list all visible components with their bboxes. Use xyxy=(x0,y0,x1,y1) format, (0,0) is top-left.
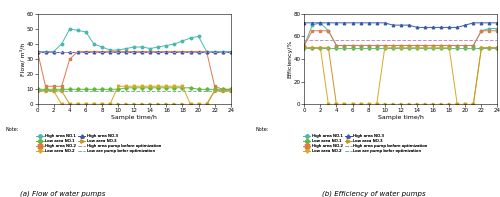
Y-axis label: Efficiency/%: Efficiency/% xyxy=(287,40,292,78)
Text: Note:: Note: xyxy=(255,127,268,132)
X-axis label: Sample time/h: Sample time/h xyxy=(378,115,424,120)
Legend: High area NO.1, Low area NO.1, High area NO.2, Low area NO.2, High area NO.3, Lo: High area NO.1, Low area NO.1, High area… xyxy=(36,134,162,154)
Text: Note:: Note: xyxy=(5,127,18,132)
Text: (a) Flow of water pumps: (a) Flow of water pumps xyxy=(20,190,105,197)
Text: (b) Efficiency of water pumps: (b) Efficiency of water pumps xyxy=(322,190,426,197)
Legend: High area NO.1, Low area NO.1, High area NO.2, Low area NO.2, High area NO.3, Lo: High area NO.1, Low area NO.1, High area… xyxy=(302,134,428,154)
X-axis label: Sample time/h: Sample time/h xyxy=(111,115,157,120)
Y-axis label: Flow/ m³/h: Flow/ m³/h xyxy=(20,43,25,76)
